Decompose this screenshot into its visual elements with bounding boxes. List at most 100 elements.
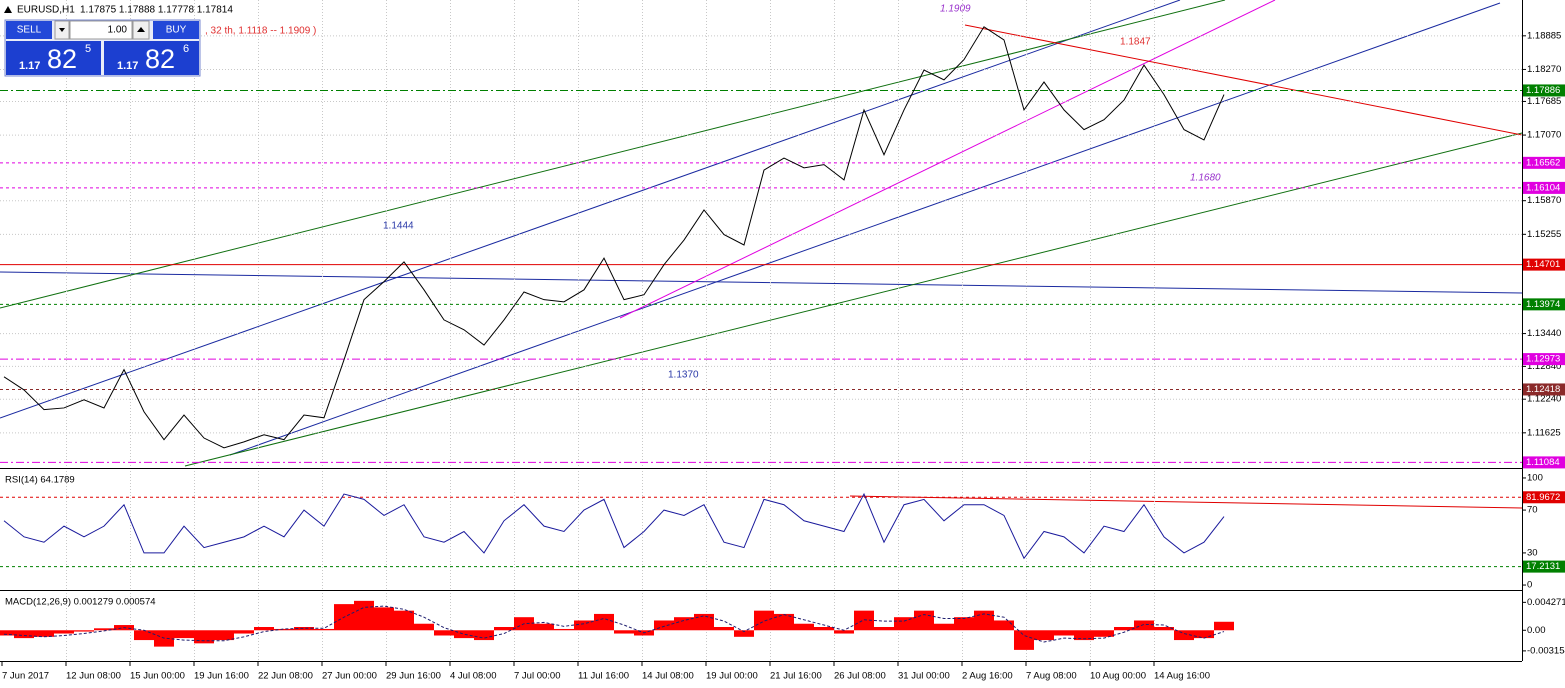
time-label: 7 Jul 00:00 [514, 671, 560, 682]
histogram-bar [414, 623, 434, 631]
series-line [3, 492, 1225, 560]
histogram-bar [894, 617, 914, 631]
time-label: 22 Jun 08:00 [258, 671, 313, 682]
time-label: 26 Jul 08:00 [834, 671, 886, 682]
ask-main: 82 [145, 44, 175, 74]
time-label: 4 Jul 08:00 [450, 671, 496, 682]
bid-frac: 5 [85, 43, 91, 55]
y-tick-label: 0.00 [1527, 625, 1546, 636]
annotation: 1.1444 [383, 221, 414, 232]
level-label: 17.2131 [1526, 561, 1560, 572]
histogram-bar [54, 630, 74, 634]
series-line [3, 26, 1225, 449]
level-tag [1523, 84, 1565, 97]
bid-main: 82 [47, 44, 77, 74]
y-tick-label: 1.18885 [1527, 30, 1561, 41]
level-label: 1.16562 [1526, 157, 1560, 168]
series-line [3, 605, 1225, 643]
level-tag [1523, 156, 1565, 169]
time-label: 7 Jun 2017 [2, 671, 49, 682]
histogram-bar [1094, 630, 1114, 637]
level-label: 1.13974 [1526, 299, 1560, 310]
histogram-bar [214, 630, 234, 641]
histogram-bar [834, 630, 854, 634]
level-tag [1523, 353, 1565, 366]
annotation: 1.1847 [1120, 37, 1151, 48]
buy-label: BUY [166, 25, 187, 36]
histogram-bar [494, 627, 514, 631]
y-tick-label: 1.12240 [1527, 394, 1561, 405]
histogram-bar [934, 623, 954, 631]
histogram-bar [654, 620, 674, 631]
y-tick-label: 1.18270 [1527, 64, 1561, 75]
histogram-bar [1114, 627, 1134, 631]
time-label: 2 Aug 16:00 [962, 671, 1013, 682]
time-label: 14 Jul 08:00 [642, 671, 694, 682]
lot-value: 1.00 [108, 25, 128, 36]
histogram-bar [914, 610, 934, 631]
annotation: 1.1370 [668, 370, 699, 381]
up-icon [137, 27, 145, 32]
lot-input[interactable] [69, 20, 133, 40]
level-tag [1523, 181, 1565, 194]
time-label: 19 Jun 16:00 [194, 671, 249, 682]
level-tag [1523, 258, 1565, 271]
histogram-bar [674, 617, 694, 631]
ask-box[interactable] [104, 41, 199, 75]
histogram-bar [194, 630, 214, 644]
collapse-icon[interactable] [4, 6, 12, 13]
histogram-bar [1154, 627, 1174, 631]
histogram-bar [1214, 621, 1234, 631]
level-label: 81.9672 [1526, 492, 1560, 503]
histogram-bar [454, 630, 474, 639]
level-label: 1.16104 [1526, 182, 1560, 193]
sell-button[interactable] [6, 21, 52, 39]
y-tick-label: 1.15870 [1527, 195, 1561, 206]
level-label: 1.14701 [1526, 259, 1560, 270]
histogram-bar [134, 630, 154, 641]
histogram-bar [34, 630, 54, 637]
histogram-bar [94, 628, 114, 631]
histogram-bar [794, 623, 814, 631]
level-label: 1.12973 [1526, 354, 1560, 365]
level-tag [1523, 456, 1565, 469]
histogram-bar [74, 630, 94, 632]
histogram-bar [594, 613, 614, 631]
histogram-bar [534, 623, 554, 631]
level-label: 1.17886 [1526, 85, 1560, 96]
time-label: 27 Jun 00:00 [322, 671, 377, 682]
y-tick-label: 1.12840 [1527, 361, 1561, 372]
histogram-bar [174, 630, 194, 639]
y-tick-label: 1.15255 [1527, 229, 1561, 240]
histogram-bar [954, 617, 974, 631]
histogram-bar [734, 630, 754, 637]
red-trendline [964, 24, 1523, 136]
dropdown-icon [59, 28, 65, 32]
annotation: , 32 th, 1.1118 -- 1.1909 ) [205, 26, 316, 37]
y-tick-label: 100 [1527, 472, 1543, 483]
time-label: 29 Jun 16:00 [386, 671, 441, 682]
bid-box[interactable] [6, 41, 101, 75]
time-label: 31 Jul 00:00 [898, 671, 950, 682]
level-label: 1.11084 [1526, 457, 1560, 468]
level-tag [1523, 298, 1565, 311]
level-label: 1.12418 [1526, 384, 1560, 395]
histogram-bar [1134, 620, 1154, 631]
green-upper [0, 0, 1226, 309]
symbol: EURUSD,H1 [17, 5, 75, 16]
histogram-bar [394, 610, 414, 631]
histogram-bar [714, 627, 734, 631]
buy-button[interactable] [153, 21, 199, 39]
channel-lower [229, 2, 1501, 456]
histogram-bar [0, 630, 14, 636]
histogram-bar [1074, 630, 1094, 641]
channel-upper [0, 0, 1181, 419]
histogram-bar [274, 628, 294, 631]
time-label: 15 Jun 00:00 [130, 671, 185, 682]
sell-label: SELL [17, 25, 42, 36]
annotation: 1.1680 [1190, 173, 1221, 184]
histogram-bar [1014, 630, 1034, 650]
time-label: 21 Jul 16:00 [770, 671, 822, 682]
panel-title: MACD(12,26,9) 0.001279 0.000574 [5, 597, 156, 608]
